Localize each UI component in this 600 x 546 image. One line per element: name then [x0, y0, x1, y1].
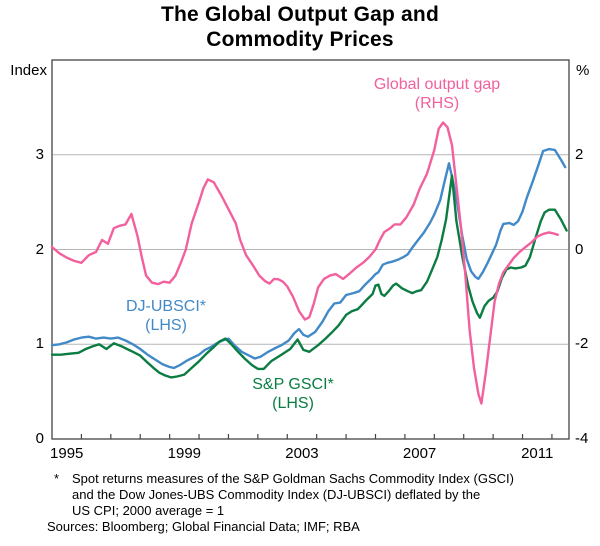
right-tick-label--2: -2 — [575, 335, 589, 353]
x-axis-year-label-1995: 1995 — [50, 445, 84, 462]
right-tick-label--4: -4 — [575, 430, 589, 447]
legend-sp-gsci-name: S&P GSCI* — [252, 376, 334, 393]
footnote: Spot returns measures of the S&P Goldman… — [72, 471, 587, 519]
footnote-line3: US CPI; 2000 average = 1 — [72, 503, 225, 518]
legend-global-output-gap: Global output gap (RHS) — [327, 75, 547, 113]
footnote-marker: * — [54, 471, 60, 486]
legend-sp-gsci: S&P GSCI* (LHS) — [213, 375, 373, 413]
chart-title-line2: Commodity Prices — [206, 28, 394, 51]
left-tick-label-0: 0 — [35, 430, 44, 447]
series-line-sp-gsci — [50, 174, 568, 379]
x-axis-year-label-1999: 1999 — [167, 445, 202, 462]
legend-dj-ubsci-name: DJ-UBSCI* — [125, 298, 206, 315]
chart-title: The Global Output Gap and Commodity Pric… — [0, 2, 600, 52]
footnote-line1: Spot returns measures of the S&P Goldman… — [72, 471, 514, 486]
left-tick-label-2: 2 — [35, 240, 44, 258]
x-axis-year-label-2003: 2003 — [285, 445, 319, 462]
x-axis-year-label-2011: 2011 — [521, 445, 554, 462]
legend-global-output-gap-axis: (RHS) — [414, 95, 460, 112]
right-tick-label-2: 2 — [575, 145, 584, 163]
sources-line: Sources: Bloomberg; Global Financial Dat… — [47, 519, 360, 534]
series-line-dj-ubsci — [50, 147, 567, 370]
series-line-output-gap — [50, 121, 559, 405]
chart-title-line1: The Global Output Gap and — [161, 3, 439, 26]
legend-dj-ubsci: DJ-UBSCI* (LHS) — [86, 297, 246, 335]
left-tick-label-1: 1 — [35, 335, 44, 353]
x-axis-year-label-2007: 2007 — [402, 445, 437, 462]
legend-global-output-gap-name: Global output gap — [373, 76, 501, 93]
legend-sp-gsci-axis: (LHS) — [272, 395, 314, 412]
left-axis-unit-label: Index — [10, 62, 47, 79]
footnote-line2: and the Dow Jones-UBS Commodity Index (D… — [72, 487, 481, 502]
plot-frame — [51, 59, 570, 440]
legend-dj-ubsci-axis: (LHS) — [145, 317, 187, 334]
left-tick-label-3: 3 — [35, 145, 44, 163]
right-tick-label-0: 0 — [575, 240, 584, 258]
right-axis-unit-label: % — [576, 62, 590, 79]
